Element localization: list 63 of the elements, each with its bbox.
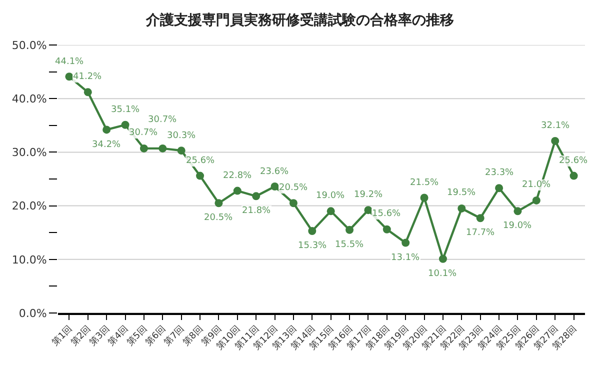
data-label: 22.8% (223, 171, 252, 181)
data-label: 34.2% (92, 140, 122, 150)
point (140, 144, 148, 152)
point (420, 194, 428, 202)
data-label: 10.1% (428, 269, 458, 279)
point (196, 172, 204, 180)
data-label: 30.7% (129, 128, 158, 138)
data-label: 19.0% (503, 221, 532, 231)
data-label: 30.7% (148, 115, 178, 125)
point (514, 207, 522, 216)
point (402, 238, 410, 247)
data-label: 30.3% (167, 131, 196, 141)
data-label: 35.1% (111, 105, 140, 115)
data-label: 23.3% (485, 168, 514, 178)
point (382, 225, 391, 234)
point (84, 88, 92, 96)
point (364, 206, 372, 214)
data-label: 23.6% (260, 167, 290, 177)
point (438, 254, 447, 263)
point (121, 120, 130, 129)
point (551, 136, 560, 145)
point (214, 199, 223, 208)
point (495, 184, 504, 192)
data-label: 19.2% (354, 190, 384, 200)
point (346, 226, 354, 234)
data-label: 44.1% (55, 57, 84, 67)
point (102, 126, 111, 134)
data-label: 25.6% (186, 156, 216, 166)
data-label: 15.6% (372, 209, 402, 219)
data-label: 21.5% (410, 178, 440, 188)
data-label: 21.0% (522, 180, 552, 190)
y-tick-label: 40.0% (12, 92, 47, 106)
data-label: 21.8% (242, 206, 272, 216)
y-tick-label: 10.0% (12, 253, 47, 266)
data-label: 20.5% (279, 183, 308, 193)
point (233, 186, 242, 195)
data-label: 20.5% (204, 213, 234, 223)
y-tick-label: 30.0% (12, 146, 47, 160)
data-label: 19.0% (316, 191, 346, 201)
y-tick-label: 0.0% (18, 306, 47, 320)
data-label: 19.5% (447, 188, 476, 198)
point (252, 192, 260, 200)
point (570, 172, 578, 180)
point (177, 146, 186, 155)
data-label: 17.7% (466, 228, 496, 238)
point (289, 199, 298, 208)
y-tick-label: 20.0% (12, 200, 47, 213)
y-tick-label: 50.0% (12, 38, 47, 52)
data-label: 15.3% (298, 241, 328, 251)
point (476, 214, 484, 222)
data-label: 15.5% (335, 240, 364, 250)
data-label: 25.6% (559, 156, 588, 166)
point (458, 204, 466, 212)
data-label: 32.1% (541, 121, 570, 131)
point (308, 226, 316, 235)
chart-title: 介護支援専門員実務研修受講試験の合格率の推移 (145, 12, 454, 29)
point (270, 182, 279, 190)
data-label: 13.1% (391, 253, 420, 263)
point (532, 196, 540, 204)
point (65, 72, 74, 81)
point (158, 144, 167, 152)
point (326, 207, 335, 216)
data-label: 41.2% (73, 72, 102, 82)
